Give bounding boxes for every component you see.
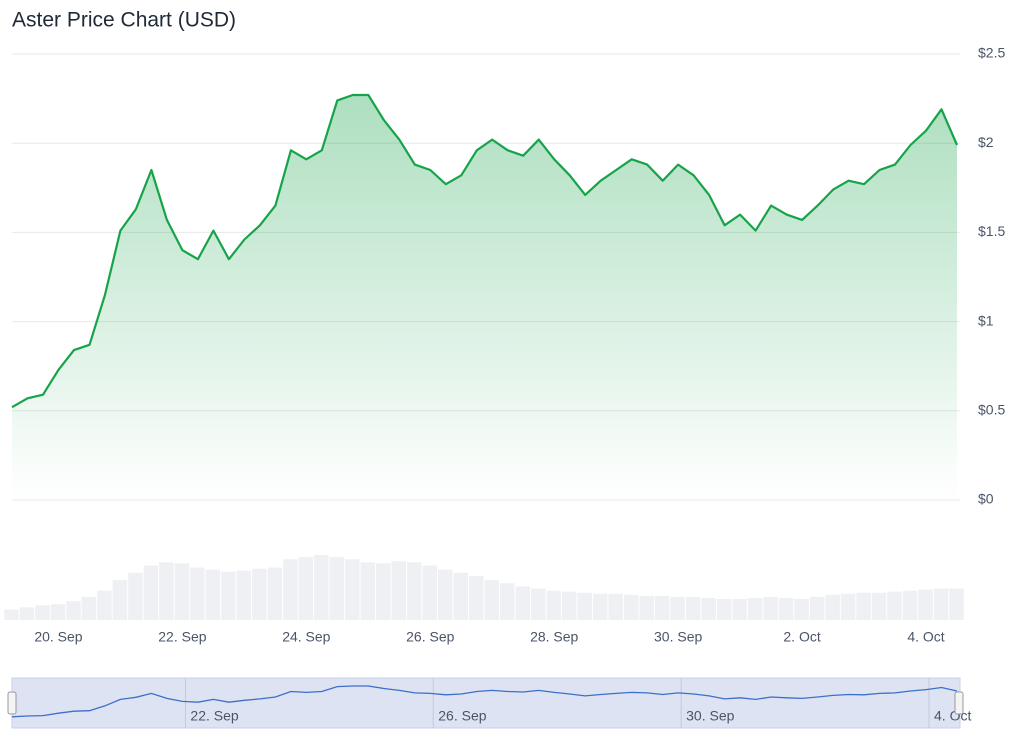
- y-tick-label: $1: [978, 312, 994, 328]
- y-tick-label: $1.5: [978, 223, 1005, 239]
- volume-bar: [35, 605, 50, 620]
- volume-bar: [871, 592, 887, 620]
- x-tick-label: 2. Oct: [783, 629, 820, 645]
- x-tick-label: 20. Sep: [34, 629, 82, 645]
- volume-bar: [267, 567, 283, 620]
- volume-bar: [887, 591, 902, 620]
- y-tick-label: $0.5: [978, 402, 1005, 418]
- volume-bar: [407, 562, 422, 620]
- volume-bar: [422, 565, 438, 620]
- volume-bar: [608, 593, 623, 620]
- volume-bar: [809, 596, 825, 620]
- x-tick-label: 4. Oct: [907, 629, 944, 645]
- volume-bar: [4, 609, 19, 620]
- volume-bar: [561, 591, 577, 620]
- volume-bar: [298, 557, 314, 620]
- volume-bar: [81, 596, 97, 620]
- volume-bar: [732, 599, 747, 620]
- volume-bar: [685, 596, 701, 620]
- volume-bar: [112, 580, 128, 620]
- volume-bar: [670, 596, 685, 620]
- y-tick-label: $2.5: [978, 45, 1005, 61]
- volume-bar: [763, 596, 778, 620]
- volume-bar: [205, 569, 221, 620]
- y-tick-label: $2: [978, 134, 994, 150]
- volume-bar: [546, 590, 561, 620]
- volume-bar: [66, 601, 81, 620]
- volume-bar: [143, 565, 159, 620]
- volume-bar: [716, 599, 732, 620]
- x-tick-label: 30. Sep: [654, 629, 702, 645]
- volume-bar: [345, 559, 360, 620]
- volume-bar: [825, 594, 840, 620]
- volume-bar: [499, 583, 515, 620]
- navigator-handle[interactable]: [954, 691, 964, 715]
- volume-bar: [469, 575, 484, 620]
- volume-bar: [701, 597, 716, 620]
- navigator-label: 4. Oct: [934, 708, 971, 724]
- volume-bar: [515, 586, 530, 620]
- volume-bar: [97, 590, 112, 620]
- volume-bar: [174, 563, 190, 620]
- volume-bar: [840, 593, 856, 620]
- volume-bar: [50, 604, 66, 620]
- volume-bar: [438, 569, 453, 620]
- volume-bar: [902, 590, 918, 620]
- price-area: [12, 95, 957, 500]
- navigator-label: 26. Sep: [438, 708, 486, 724]
- volume-bar: [19, 607, 35, 620]
- volume-bar: [190, 567, 205, 620]
- volume-bar: [252, 568, 267, 620]
- volume-bar: [949, 588, 964, 620]
- volume-bar: [159, 562, 174, 620]
- volume-bar: [918, 589, 933, 620]
- volume-bar: [856, 592, 871, 620]
- volume-bar: [778, 597, 794, 620]
- x-tick-label: 26. Sep: [406, 629, 454, 645]
- y-tick-label: $0: [978, 491, 994, 507]
- price-line: [11, 93, 959, 409]
- navigator-label: 30. Sep: [686, 708, 734, 724]
- volume-bar: [376, 563, 391, 620]
- volume-bar: [484, 580, 499, 620]
- volume-bar: [453, 572, 469, 620]
- volume-bar: [283, 559, 298, 620]
- volume-bar: [314, 555, 329, 620]
- x-tick-label: 28. Sep: [530, 629, 578, 645]
- navigator-line: [11, 685, 958, 718]
- volume-bar: [236, 570, 252, 620]
- volume-bar: [654, 595, 670, 620]
- volume-bar: [639, 595, 654, 620]
- volume-bar: [747, 597, 763, 620]
- volume-bar: [592, 593, 608, 620]
- volume-bar: [360, 562, 376, 620]
- volume-bar: [391, 561, 407, 620]
- volume-bar: [221, 571, 236, 620]
- x-tick-label: 22. Sep: [158, 629, 206, 645]
- volume-bar: [933, 588, 949, 620]
- volume-bar: [128, 572, 143, 620]
- volume-bar: [623, 594, 639, 620]
- volume-bar: [577, 592, 592, 620]
- volume-bar: [329, 557, 345, 620]
- volume-bar: [794, 599, 809, 620]
- chart-title: Aster Price Chart (USD): [12, 9, 236, 32]
- navigator[interactable]: [11, 677, 961, 729]
- x-tick-label: 24. Sep: [282, 629, 330, 645]
- volume-bar: [530, 588, 546, 620]
- navigator-label: 22. Sep: [190, 708, 238, 724]
- navigator-handle[interactable]: [7, 691, 17, 715]
